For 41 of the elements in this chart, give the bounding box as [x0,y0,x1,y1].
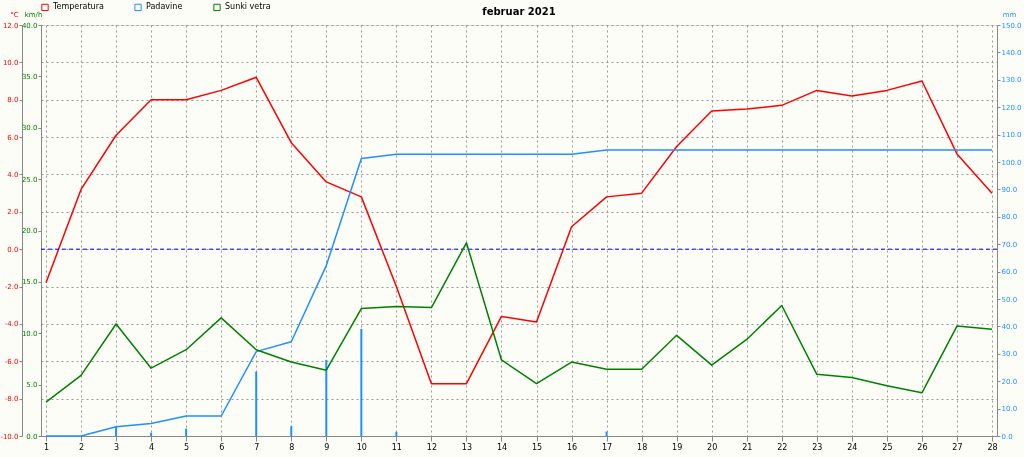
x-tick-label: 2 [78,442,85,452]
line-series [45,76,993,385]
legend-label: Padavine [146,2,183,12]
x-tick-label: 19 [672,442,683,452]
x-tick-label: 5 [184,442,190,452]
x-tick-label: 14 [496,442,508,452]
x-tick-label: 15 [531,442,543,452]
x-tick-label: 10 [356,442,367,452]
bar [255,371,258,436]
legend-label: Temperatura [52,2,104,12]
x-tick-label: 18 [637,442,648,452]
x-tick-label: 3 [114,442,120,452]
x-tick-label: 4 [149,442,155,452]
bar [360,328,363,436]
x-tick-label: 13 [461,442,473,452]
x-tick-label: 9 [324,442,330,452]
bar [395,431,398,436]
x-tick-label: 23 [812,442,823,452]
legend-label: Sunki vetra [225,2,271,12]
bar [325,359,328,436]
x-tick-label: 21 [742,442,753,452]
bar [185,428,188,436]
x-tick-label: 16 [566,442,578,452]
chart-title: februar 2021 [482,6,556,17]
x-tick-label: 24 [847,442,858,452]
x-tick-label: 12 [426,442,437,452]
x-tick-label: 26 [917,442,928,452]
x-tick-label: 6 [219,442,225,452]
line-series [45,242,993,403]
x-tick-label: 17 [602,442,613,452]
x-tick-label: 25 [882,442,893,452]
x-tick-label: 22 [777,442,788,452]
x-tick-label: 11 [391,442,402,452]
x-tick-label: 20 [707,442,718,452]
x-tick-label: 1 [43,442,50,452]
line-series [45,149,993,437]
x-tick-label: 27 [952,442,963,452]
x-tick-label: 7 [254,442,260,452]
x-tick-label: 8 [289,442,295,452]
x-tick-label: 28 [987,442,998,452]
bar [290,426,293,436]
